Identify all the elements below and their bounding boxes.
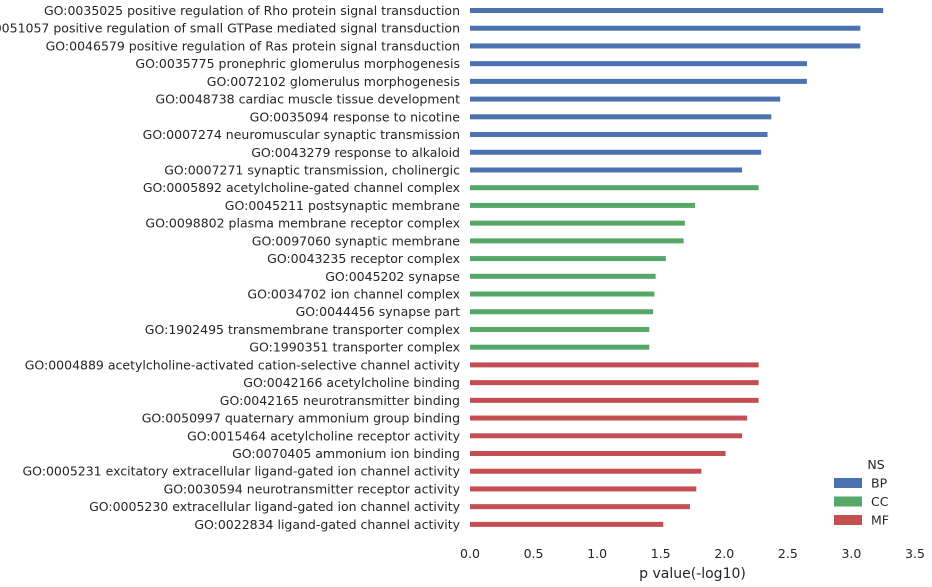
x-axis-ticks: 0.0 0.5 1.0 1.5 2.0 2.5 3.0 3.5 [460,546,925,561]
bar-bp [470,96,781,102]
legend-swatch-bp [834,478,862,488]
legend-label-mf: MF [871,513,889,528]
category-label: GO:0035775 pronephric glomerulus morphog… [135,56,460,71]
bars [470,8,884,527]
bar-cc [470,344,650,350]
bar-bp [470,61,807,67]
bar-mf [470,486,697,492]
category-label: GO:0042165 neurotransmitter binding [220,393,460,408]
category-label: GO:0004889 acetylcholine-activated catio… [25,357,461,372]
category-labels: GO:0035025 positive regulation of Rho pr… [0,3,461,532]
bar-cc [470,220,685,226]
category-label: GO:0046579 positive regulation of Ras pr… [46,38,460,53]
legend-title: NS [867,457,884,472]
bar-bp [470,149,762,155]
category-label: GO:0042166 acetylcholine binding [243,375,460,390]
category-label: GO:0045211 postsynaptic membrane [225,198,461,213]
bar-mf [470,433,743,439]
bar-cc [470,185,759,191]
category-label: GO:0070405 ammonium ion binding [232,446,460,461]
category-label: GO:0022834 ligand-gated channel activity [194,517,460,532]
category-label: GO:0005892 acetylcholine-gated channel c… [143,180,460,195]
bar-mf [470,468,702,474]
legend-label-bp: BP [871,476,888,491]
category-label: GO:0048738 cardiac muscle tissue develop… [155,92,460,107]
x-tick-label: 3.5 [905,546,925,561]
bar-bp [470,78,807,84]
x-tick-label: 2.5 [778,546,798,561]
x-axis-title: p value(-log10) [639,566,746,582]
bar-mf [470,415,748,421]
bar-bp [470,25,861,31]
x-tick-label: 3.0 [841,546,861,561]
x-tick-label: 1.0 [587,546,607,561]
legend-swatch-mf [834,515,862,525]
bar-cc [470,326,650,332]
category-label: GO:0035094 response to nicotine [250,109,461,124]
x-tick-label: 0.0 [460,546,480,561]
bar-cc [470,202,696,208]
legend-label-cc: CC [871,494,889,509]
bar-mf [470,380,759,386]
category-label: GO:0043279 response to alkaloid [251,145,460,160]
bar-mf [470,362,759,368]
bar-cc [470,291,655,297]
category-label: GO:0098802 plasma membrane receptor comp… [145,216,460,231]
bar-bp [470,114,772,120]
category-label: GO:0097060 synaptic membrane [252,233,461,248]
category-label: GO:0015464 acetylcholine receptor activi… [187,428,461,443]
bar-mf [470,504,690,510]
category-label: GO:0035025 positive regulation of Rho pr… [44,3,460,18]
x-tick-label: 1.5 [651,546,671,561]
category-label: GO:0043235 receptor complex [267,251,460,266]
category-label: GO:0044456 synapse part [296,304,460,319]
category-label: GO:1990351 transporter complex [249,340,460,355]
legend: NS BP CC MF [834,457,889,528]
bar-bp [470,167,743,173]
category-label: GO:0045202 synapse [325,269,460,284]
category-label: GO:0034702 ion channel complex [247,287,460,302]
category-label: GO:0007271 synaptic transmission, cholin… [164,162,460,177]
category-label: GO:0050997 quaternary ammonium group bin… [142,411,460,426]
category-label: GO:0005230 extracellular ligand-gated io… [89,499,461,514]
category-label: GO:0030594 neurotransmitter receptor act… [164,481,461,496]
bar-cc [470,238,684,244]
category-label: GO:1902495 transmembrane transporter com… [145,322,460,337]
category-label: GO:0051057 positive regulation of small … [0,21,460,36]
bar-mf [470,397,759,403]
bar-bp [470,132,768,138]
bar-cc [470,256,666,262]
x-tick-label: 0.5 [524,546,544,561]
category-label: GO:0005231 excitatory extracellular liga… [22,464,460,479]
bar-mf [470,521,664,527]
legend-swatch-cc [834,496,862,507]
x-tick-label: 2.0 [714,546,734,561]
bar-bp [470,8,884,13]
category-label: GO:0007274 neuromuscular synaptic transm… [143,127,460,142]
bar-cc [470,309,654,315]
category-label: GO:0072102 glomerulus morphogenesis [207,74,460,89]
bar-mf [470,451,726,456]
bar-bp [470,43,861,49]
bar-cc [470,273,656,279]
